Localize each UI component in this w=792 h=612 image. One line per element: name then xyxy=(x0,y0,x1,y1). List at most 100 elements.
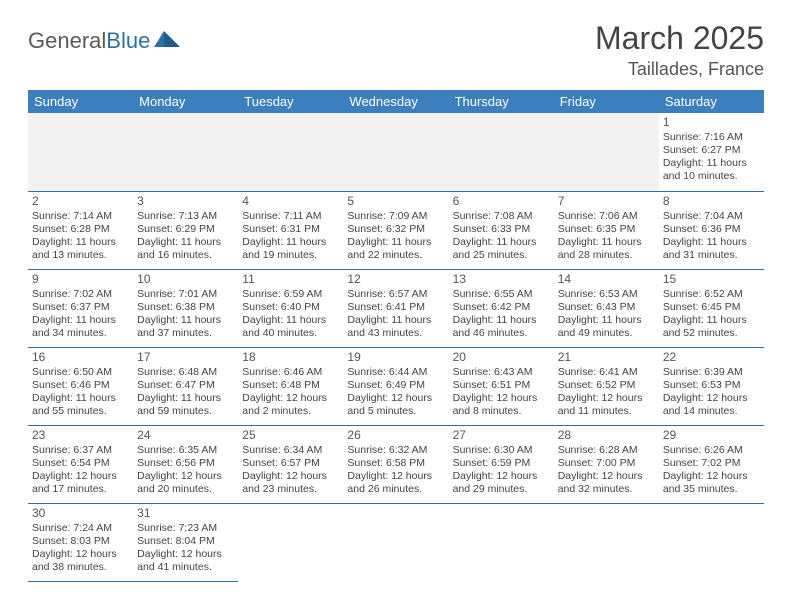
logo-text-blue: Blue xyxy=(106,28,150,54)
sunset-text: Sunset: 8:03 PM xyxy=(32,535,129,548)
calendar-cell xyxy=(238,503,343,581)
daylight2-text: and 5 minutes. xyxy=(347,405,444,418)
daylight2-text: and 23 minutes. xyxy=(242,483,339,496)
sunset-text: Sunset: 6:41 PM xyxy=(347,301,444,314)
daylight1-text: Daylight: 12 hours xyxy=(453,392,550,405)
sunrise-text: Sunrise: 6:46 AM xyxy=(242,366,339,379)
daylight2-text: and 11 minutes. xyxy=(558,405,655,418)
calendar-cell: 6Sunrise: 7:08 AMSunset: 6:33 PMDaylight… xyxy=(449,191,554,269)
day-number: 14 xyxy=(558,272,655,287)
sunset-text: Sunset: 6:58 PM xyxy=(347,457,444,470)
daylight1-text: Daylight: 12 hours xyxy=(347,392,444,405)
sunrise-text: Sunrise: 7:13 AM xyxy=(137,210,234,223)
daylight1-text: Daylight: 11 hours xyxy=(32,314,129,327)
sunrise-text: Sunrise: 6:55 AM xyxy=(453,288,550,301)
day-number: 11 xyxy=(242,272,339,287)
sunset-text: Sunset: 6:33 PM xyxy=(453,223,550,236)
daylight2-text: and 38 minutes. xyxy=(32,561,129,574)
calendar-body: 1Sunrise: 7:16 AMSunset: 6:27 PMDaylight… xyxy=(28,113,764,581)
header: GeneralBlue March 2025 Taillades, France xyxy=(28,20,764,80)
calendar-cell: 17Sunrise: 6:48 AMSunset: 6:47 PMDayligh… xyxy=(133,347,238,425)
sunset-text: Sunset: 6:54 PM xyxy=(32,457,129,470)
calendar-cell: 14Sunrise: 6:53 AMSunset: 6:43 PMDayligh… xyxy=(554,269,659,347)
day-number: 2 xyxy=(32,194,129,209)
location: Taillades, France xyxy=(595,59,764,80)
calendar-cell: 26Sunrise: 6:32 AMSunset: 6:58 PMDayligh… xyxy=(343,425,448,503)
daylight1-text: Daylight: 11 hours xyxy=(453,314,550,327)
daylight1-text: Daylight: 11 hours xyxy=(347,314,444,327)
calendar-page: GeneralBlue March 2025 Taillades, France… xyxy=(0,0,792,592)
sunrise-text: Sunrise: 6:52 AM xyxy=(663,288,760,301)
daylight2-text: and 19 minutes. xyxy=(242,249,339,262)
sunset-text: Sunset: 6:27 PM xyxy=(663,144,760,157)
daylight2-text: and 31 minutes. xyxy=(663,249,760,262)
calendar-row: 16Sunrise: 6:50 AMSunset: 6:46 PMDayligh… xyxy=(28,347,764,425)
day-number: 16 xyxy=(32,350,129,365)
daylight2-text: and 49 minutes. xyxy=(558,327,655,340)
day-number: 5 xyxy=(347,194,444,209)
weekday-header: Monday xyxy=(133,90,238,113)
daylight2-text: and 55 minutes. xyxy=(32,405,129,418)
sunset-text: Sunset: 6:53 PM xyxy=(663,379,760,392)
calendar-cell: 19Sunrise: 6:44 AMSunset: 6:49 PMDayligh… xyxy=(343,347,448,425)
daylight2-text: and 22 minutes. xyxy=(347,249,444,262)
daylight2-text: and 29 minutes. xyxy=(453,483,550,496)
calendar-row: 1Sunrise: 7:16 AMSunset: 6:27 PMDaylight… xyxy=(28,113,764,191)
sunset-text: Sunset: 6:32 PM xyxy=(347,223,444,236)
daylight2-text: and 8 minutes. xyxy=(453,405,550,418)
daylight1-text: Daylight: 12 hours xyxy=(558,392,655,405)
daylight1-text: Daylight: 12 hours xyxy=(242,392,339,405)
calendar-cell: 8Sunrise: 7:04 AMSunset: 6:36 PMDaylight… xyxy=(659,191,764,269)
daylight1-text: Daylight: 12 hours xyxy=(137,548,234,561)
sunrise-text: Sunrise: 6:26 AM xyxy=(663,444,760,457)
weekday-header: Wednesday xyxy=(343,90,448,113)
day-number: 31 xyxy=(137,506,234,521)
calendar-row: 2Sunrise: 7:14 AMSunset: 6:28 PMDaylight… xyxy=(28,191,764,269)
sunrise-text: Sunrise: 7:06 AM xyxy=(558,210,655,223)
calendar-cell: 22Sunrise: 6:39 AMSunset: 6:53 PMDayligh… xyxy=(659,347,764,425)
sunset-text: Sunset: 6:57 PM xyxy=(242,457,339,470)
day-number: 19 xyxy=(347,350,444,365)
sunset-text: Sunset: 6:59 PM xyxy=(453,457,550,470)
day-number: 25 xyxy=(242,428,339,443)
sunrise-text: Sunrise: 6:39 AM xyxy=(663,366,760,379)
sunrise-text: Sunrise: 7:04 AM xyxy=(663,210,760,223)
calendar-cell: 15Sunrise: 6:52 AMSunset: 6:45 PMDayligh… xyxy=(659,269,764,347)
daylight2-text: and 26 minutes. xyxy=(347,483,444,496)
calendar-cell xyxy=(449,503,554,581)
calendar-cell: 11Sunrise: 6:59 AMSunset: 6:40 PMDayligh… xyxy=(238,269,343,347)
weekday-header: Tuesday xyxy=(238,90,343,113)
calendar-cell: 29Sunrise: 6:26 AMSunset: 7:02 PMDayligh… xyxy=(659,425,764,503)
calendar-row: 9Sunrise: 7:02 AMSunset: 6:37 PMDaylight… xyxy=(28,269,764,347)
calendar-table: Sunday Monday Tuesday Wednesday Thursday… xyxy=(28,90,764,582)
daylight1-text: Daylight: 11 hours xyxy=(453,236,550,249)
sunset-text: Sunset: 6:36 PM xyxy=(663,223,760,236)
sunrise-text: Sunrise: 6:59 AM xyxy=(242,288,339,301)
calendar-cell: 12Sunrise: 6:57 AMSunset: 6:41 PMDayligh… xyxy=(343,269,448,347)
daylight1-text: Daylight: 11 hours xyxy=(137,392,234,405)
sunrise-text: Sunrise: 6:32 AM xyxy=(347,444,444,457)
sunrise-text: Sunrise: 7:01 AM xyxy=(137,288,234,301)
calendar-cell: 1Sunrise: 7:16 AMSunset: 6:27 PMDaylight… xyxy=(659,113,764,191)
daylight2-text: and 17 minutes. xyxy=(32,483,129,496)
calendar-cell: 24Sunrise: 6:35 AMSunset: 6:56 PMDayligh… xyxy=(133,425,238,503)
sunset-text: Sunset: 6:45 PM xyxy=(663,301,760,314)
daylight1-text: Daylight: 12 hours xyxy=(663,470,760,483)
day-number: 13 xyxy=(453,272,550,287)
sunset-text: Sunset: 6:51 PM xyxy=(453,379,550,392)
day-number: 24 xyxy=(137,428,234,443)
daylight2-text: and 20 minutes. xyxy=(137,483,234,496)
calendar-cell xyxy=(554,503,659,581)
daylight2-text: and 25 minutes. xyxy=(453,249,550,262)
calendar-cell: 23Sunrise: 6:37 AMSunset: 6:54 PMDayligh… xyxy=(28,425,133,503)
sunrise-text: Sunrise: 6:30 AM xyxy=(453,444,550,457)
day-number: 20 xyxy=(453,350,550,365)
calendar-cell xyxy=(238,113,343,191)
daylight1-text: Daylight: 11 hours xyxy=(347,236,444,249)
logo-mark-icon xyxy=(154,27,180,53)
day-number: 26 xyxy=(347,428,444,443)
sunset-text: Sunset: 6:40 PM xyxy=(242,301,339,314)
calendar-cell: 20Sunrise: 6:43 AMSunset: 6:51 PMDayligh… xyxy=(449,347,554,425)
weekday-header-row: Sunday Monday Tuesday Wednesday Thursday… xyxy=(28,90,764,113)
daylight2-text: and 34 minutes. xyxy=(32,327,129,340)
